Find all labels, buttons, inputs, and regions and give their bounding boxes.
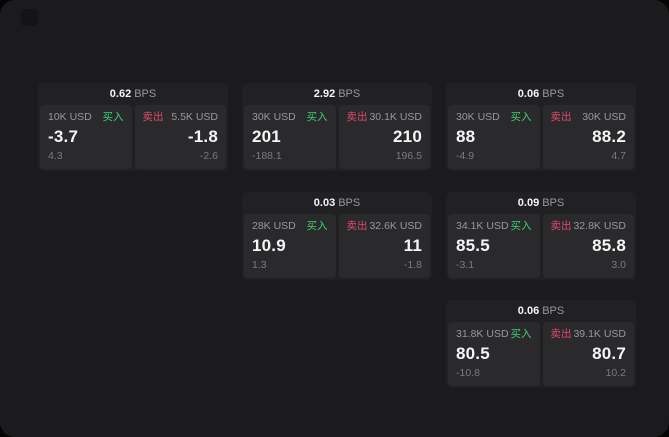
- sell-panel[interactable]: 卖出 32.8K USD 85.8 3.0: [542, 214, 634, 278]
- bps-unit-label: BPS: [542, 197, 565, 209]
- sell-sub-value: -1.8: [403, 259, 422, 271]
- quote-card: 0.06 BPS 31.8K USD 买入 80.5 -10.8 卖出 39.1K…: [446, 300, 636, 388]
- sell-sub-value: 10.2: [605, 367, 626, 379]
- buy-side-label: 买入: [306, 220, 328, 232]
- buy-panel[interactable]: 31.8K USD 买入 80.5 -10.8: [448, 322, 540, 386]
- sell-sub-value: 3.0: [611, 259, 626, 271]
- bps-value: 0.03: [313, 197, 336, 209]
- sell-price: -1.8: [187, 127, 218, 146]
- buy-panel[interactable]: 10K USD 买入 -3.7 4.3: [40, 105, 132, 169]
- sell-price: 210: [393, 127, 422, 146]
- app-icon[interactable]: [21, 9, 38, 26]
- sell-panel[interactable]: 卖出 30.1K USD 210 196.5: [338, 105, 430, 169]
- sell-notional: 30.1K USD: [369, 111, 422, 123]
- buy-sub-value: 4.3: [48, 150, 63, 162]
- buy-notional: 28K USD: [252, 220, 296, 232]
- card-header: 2.92 BPS: [242, 83, 432, 104]
- sell-price: 11: [403, 236, 422, 255]
- card-header: 0.06 BPS: [446, 83, 636, 104]
- bps-value: 0.09: [517, 197, 540, 209]
- sell-sub-value: -2.6: [199, 150, 218, 162]
- buy-sub-value: 1.3: [252, 259, 267, 271]
- sell-side-label: 卖出: [550, 111, 572, 123]
- quote-card: 0.09 BPS 34.1K USD 买入 85.5 -3.1 卖出 32.8K …: [446, 192, 636, 280]
- quote-card: 0.06 BPS 30K USD 买入 88 -4.9 卖出 30K USD 88…: [446, 83, 636, 171]
- buy-panel[interactable]: 30K USD 买入 201 -188.1: [244, 105, 336, 169]
- sell-side-label: 卖出: [346, 220, 368, 232]
- sell-price: 88.2: [592, 127, 626, 146]
- quote-card: 0.62 BPS 10K USD 买入 -3.7 4.3 卖出 5.5K USD …: [38, 83, 228, 171]
- sell-panel[interactable]: 卖出 30K USD 88.2 4.7: [542, 105, 634, 169]
- buy-notional: 31.8K USD: [456, 328, 509, 340]
- quote-card: 2.92 BPS 30K USD 买入 201 -188.1 卖出 30.1K U…: [242, 83, 432, 171]
- buy-price: 10.9: [252, 236, 286, 255]
- buy-price: -3.7: [48, 127, 79, 146]
- sell-side-label: 卖出: [550, 328, 572, 340]
- sell-side-label: 卖出: [346, 111, 368, 123]
- buy-sub-value: -3.1: [456, 259, 475, 271]
- sell-notional: 5.5K USD: [171, 111, 218, 123]
- sell-side-label: 卖出: [142, 111, 164, 123]
- buy-side-label: 买入: [510, 328, 532, 340]
- sell-notional: 39.1K USD: [573, 328, 626, 340]
- card-header: 0.62 BPS: [38, 83, 228, 104]
- buy-panel[interactable]: 34.1K USD 买入 85.5 -3.1: [448, 214, 540, 278]
- sell-panel[interactable]: 卖出 5.5K USD -1.8 -2.6: [134, 105, 226, 169]
- sell-price: 80.7: [592, 344, 626, 363]
- card-header: 0.03 BPS: [242, 192, 432, 213]
- buy-notional: 10K USD: [48, 111, 92, 123]
- sell-panel[interactable]: 卖出 32.6K USD 11 -1.8: [338, 214, 430, 278]
- buy-side-label: 买入: [510, 220, 532, 232]
- buy-price: 85.5: [456, 236, 490, 255]
- sell-side-label: 卖出: [550, 220, 572, 232]
- buy-price: 80.5: [456, 344, 490, 363]
- sell-notional: 32.8K USD: [573, 220, 626, 232]
- bps-unit-label: BPS: [338, 197, 361, 209]
- buy-panel[interactable]: 28K USD 买入 10.9 1.3: [244, 214, 336, 278]
- sell-price: 85.8: [592, 236, 626, 255]
- buy-notional: 30K USD: [456, 111, 500, 123]
- buy-sub-value: -10.8: [456, 367, 480, 379]
- sell-sub-value: 4.7: [611, 150, 626, 162]
- quote-card: 0.03 BPS 28K USD 买入 10.9 1.3 卖出 32.6K USD…: [242, 192, 432, 280]
- buy-notional: 34.1K USD: [456, 220, 509, 232]
- sell-panel[interactable]: 卖出 39.1K USD 80.7 10.2: [542, 322, 634, 386]
- buy-price: 88: [456, 127, 476, 146]
- buy-panel[interactable]: 30K USD 买入 88 -4.9: [448, 105, 540, 169]
- sell-sub-value: 196.5: [395, 150, 422, 162]
- bps-value: 0.62: [109, 88, 132, 100]
- bps-unit-label: BPS: [134, 88, 157, 100]
- buy-sub-value: -188.1: [252, 150, 282, 162]
- buy-side-label: 买入: [510, 111, 532, 123]
- bps-value: 0.06: [517, 88, 540, 100]
- buy-price: 201: [252, 127, 281, 146]
- buy-sub-value: -4.9: [456, 150, 475, 162]
- sell-notional: 32.6K USD: [369, 220, 422, 232]
- sell-notional: 30K USD: [582, 111, 626, 123]
- buy-side-label: 买入: [102, 111, 124, 123]
- bps-unit-label: BPS: [542, 305, 565, 317]
- bps-unit-label: BPS: [338, 88, 361, 100]
- bps-value: 0.06: [517, 305, 540, 317]
- buy-notional: 30K USD: [252, 111, 296, 123]
- card-header: 0.09 BPS: [446, 192, 636, 213]
- buy-side-label: 买入: [306, 111, 328, 123]
- card-header: 0.06 BPS: [446, 300, 636, 321]
- bps-unit-label: BPS: [542, 88, 565, 100]
- bps-value: 2.92: [313, 88, 336, 100]
